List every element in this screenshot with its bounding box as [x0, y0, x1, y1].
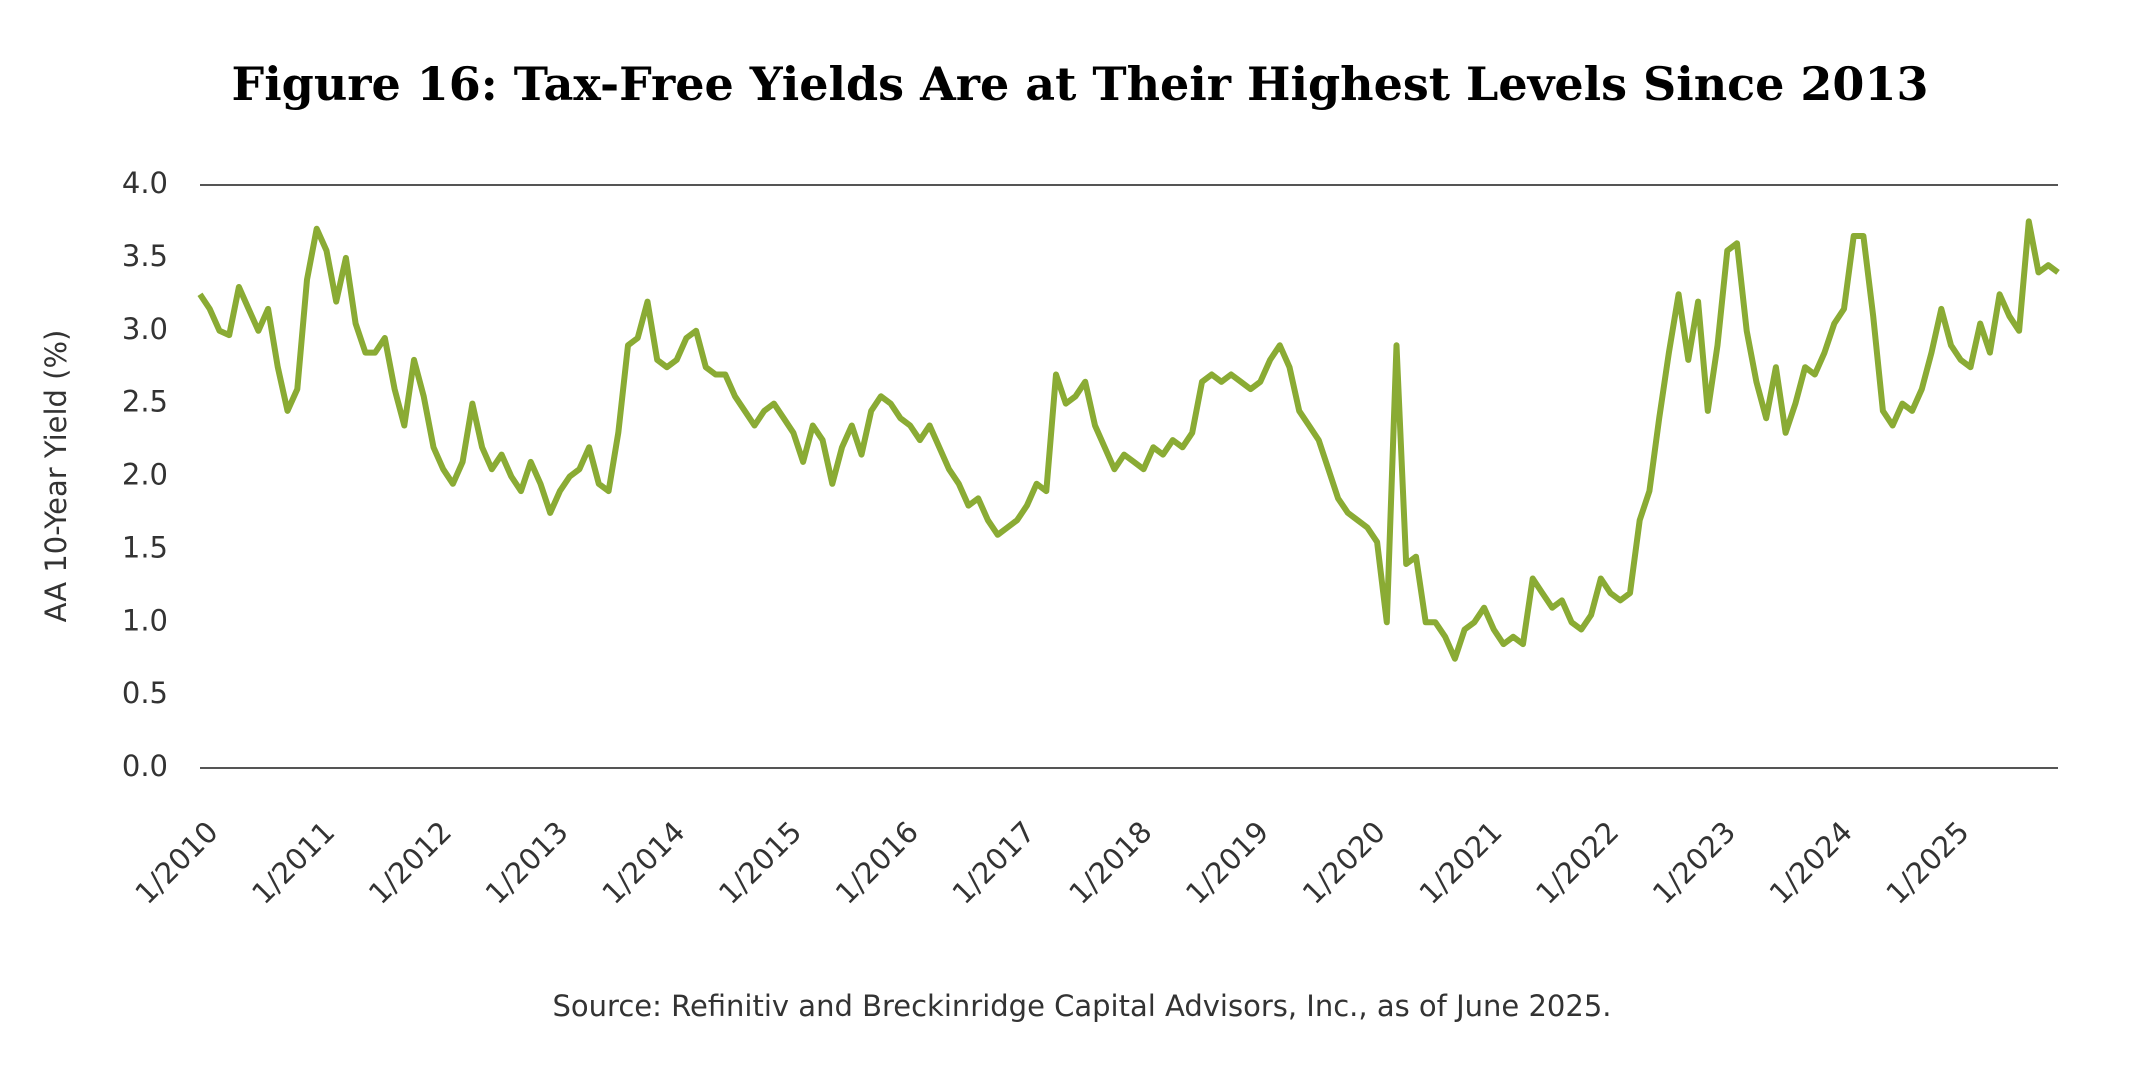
y-tick-label: 1.5: [122, 530, 168, 564]
x-tick-label: 1/2025: [1879, 815, 1975, 911]
x-tick-label: 1/2017: [946, 815, 1042, 911]
data-line: [197, 218, 2060, 662]
y-tick-label: 3.0: [122, 312, 168, 346]
y-axis-label: AA 10-Year Yield (%): [39, 330, 73, 623]
y-tick-label: 3.5: [122, 239, 168, 273]
x-tick-label: 1/2018: [1062, 815, 1158, 911]
x-tick-label: 1/2020: [1296, 815, 1392, 911]
x-tick-label: 1/2019: [1179, 815, 1275, 911]
chart-title: Figure 16: Tax-Free Yields Are at Their …: [232, 57, 1929, 111]
x-tick-label: 1/2024: [1763, 815, 1859, 911]
x-tick-label: 1/2015: [712, 815, 808, 911]
x-tick-label: 1/2016: [829, 815, 925, 911]
x-tick-label: 1/2011: [245, 815, 341, 911]
y-tick-label: 1.0: [122, 603, 168, 637]
x-tick-label: 1/2022: [1529, 815, 1625, 911]
y-tick-label: 0.5: [122, 676, 168, 710]
x-tick-label: 1/2014: [595, 815, 691, 911]
y-tick-label: 2.0: [122, 458, 168, 492]
y-tick-label: 0.0: [122, 749, 168, 783]
x-tick-label: 1/2013: [479, 815, 575, 911]
source-note: Source: Refinitiv and Breckinridge Capit…: [553, 989, 1612, 1023]
x-tick-label: 1/2021: [1412, 815, 1508, 911]
x-tick-label: 1/2023: [1646, 815, 1742, 911]
y-tick-label: 4.0: [122, 166, 168, 200]
x-tick-label: 1/2012: [362, 815, 458, 911]
y-tick-label: 2.5: [122, 385, 168, 419]
x-tick-label: 1/2010: [128, 815, 224, 911]
